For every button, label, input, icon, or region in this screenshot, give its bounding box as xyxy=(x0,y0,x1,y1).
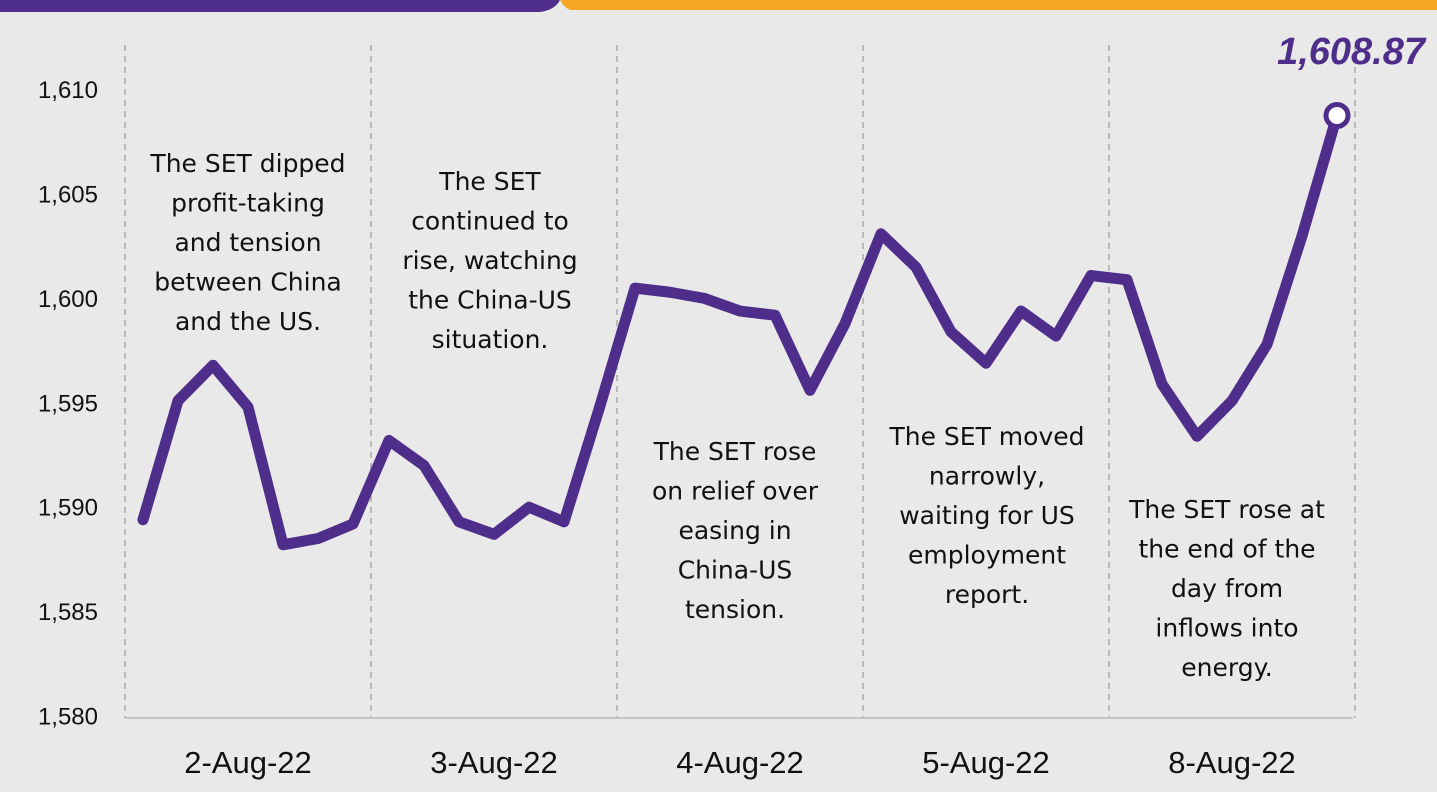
annotation: employment xyxy=(908,541,1066,570)
y-tick-label: 1,580 xyxy=(38,703,98,730)
line xyxy=(137,109,1343,551)
annotation: rise, watching xyxy=(402,246,577,275)
annotation: The SET rose at xyxy=(1128,495,1325,524)
annotation: between China xyxy=(154,268,341,297)
annotation: The SET rose xyxy=(653,437,817,466)
annotation: and the US. xyxy=(175,307,321,336)
annotation: day from xyxy=(1171,574,1283,603)
y-tick-label: 1,605 xyxy=(38,182,98,209)
annotation: waiting for US xyxy=(899,501,1075,530)
banner-left xyxy=(0,0,560,12)
x-tick-label: 4-Aug-22 xyxy=(676,745,804,780)
annotation: tension. xyxy=(685,595,785,624)
annotation: the China-US xyxy=(408,286,572,315)
x-tick-label: 3-Aug-22 xyxy=(430,745,558,780)
x-tick-label: 5-Aug-22 xyxy=(922,745,1050,780)
annotation: energy. xyxy=(1181,653,1273,682)
annotation: the end of the xyxy=(1138,535,1315,564)
y-tick-label: 1,610 xyxy=(38,77,98,104)
annotation: easing in xyxy=(678,516,791,545)
end-marker xyxy=(1323,101,1351,129)
annotation: situation. xyxy=(432,325,549,354)
banner-right xyxy=(560,0,1437,10)
annotation: The SET xyxy=(438,167,541,196)
x-tick-label: 8-Aug-22 xyxy=(1168,745,1296,780)
annotation: The SET dipped xyxy=(149,149,345,178)
y-tick-label: 1,595 xyxy=(38,390,98,417)
annotation: and tension xyxy=(174,228,321,257)
y-tick-label: 1,585 xyxy=(38,599,98,626)
annotation: The SET moved xyxy=(888,422,1084,451)
annotation: narrowly, xyxy=(929,462,1045,491)
annotation: continued to xyxy=(411,207,569,236)
annotation: inflows into xyxy=(1155,614,1298,643)
annotation: report. xyxy=(945,580,1029,609)
x-tick-label: 2-Aug-22 xyxy=(184,745,312,780)
value-label: 1,608.87 xyxy=(1277,31,1427,73)
annotation: China-US xyxy=(678,556,793,585)
annotation: profit-taking xyxy=(171,189,325,218)
y-tick-label: 1,600 xyxy=(38,286,98,313)
y-tick-label: 1,590 xyxy=(38,495,98,522)
annotation: on relief over xyxy=(652,477,819,506)
